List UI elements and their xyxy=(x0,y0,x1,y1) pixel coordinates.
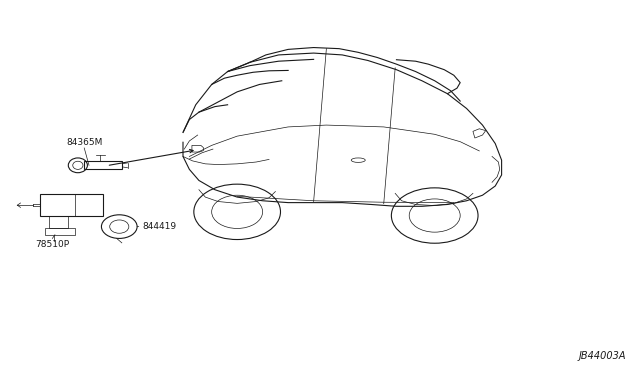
Text: 78510P: 78510P xyxy=(35,240,69,248)
Text: JB44003A: JB44003A xyxy=(579,352,626,361)
Text: 844419: 844419 xyxy=(143,222,177,231)
Text: 84365M: 84365M xyxy=(66,138,102,147)
